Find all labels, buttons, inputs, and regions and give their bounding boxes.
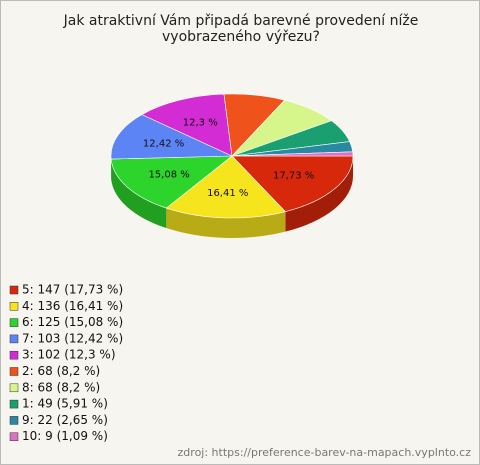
legend-label: 6: 125 (15,08 %) xyxy=(22,315,123,329)
slice-label: 16,41 % xyxy=(207,188,248,199)
legend-label: 5: 147 (17,73 %) xyxy=(22,283,123,297)
legend-swatch xyxy=(9,383,19,393)
legend-swatch xyxy=(9,302,19,311)
legend-label: 10: 9 (1,09 %) xyxy=(22,429,108,443)
legend-label: 8: 68 (8,2 %) xyxy=(22,380,100,394)
slice xyxy=(110,114,233,160)
slice xyxy=(141,93,233,157)
legend-swatch xyxy=(9,285,19,295)
legend-label: 1: 49 (5,91 %) xyxy=(22,397,108,411)
chart-title: Jak atraktivní Vám připadá barevné prove… xyxy=(63,13,419,45)
slice xyxy=(110,155,233,209)
legend-swatch xyxy=(9,367,19,376)
legend-label: 2: 68 (8,2 %) xyxy=(22,364,100,378)
legend-label: 4: 136 (16,41 %) xyxy=(22,299,123,313)
legend-swatch xyxy=(9,350,19,360)
slice-label: 17,73 % xyxy=(273,171,314,182)
legend-swatch xyxy=(9,416,19,425)
slice-side xyxy=(166,208,286,238)
slice-label: 12,3 % xyxy=(183,118,218,129)
legend-swatch xyxy=(9,334,19,344)
legend-swatch xyxy=(9,399,19,409)
legend-swatch xyxy=(9,318,19,327)
source-note: zdroj: https://preference-barev-na-mapac… xyxy=(178,446,472,459)
slice-label: 12,42 % xyxy=(143,139,184,150)
slice-side xyxy=(111,159,167,229)
slice xyxy=(231,155,354,212)
slice-label: 15,08 % xyxy=(148,170,189,181)
legend-label: 7: 103 (12,42 %) xyxy=(22,331,123,345)
legend-swatch xyxy=(9,432,19,441)
slice xyxy=(165,155,286,219)
slice-side xyxy=(285,156,353,232)
slice xyxy=(231,151,354,157)
legend-label: 3: 102 (12,3 %) xyxy=(22,348,116,362)
legend-label: 9: 22 (2,65 %) xyxy=(22,413,108,427)
